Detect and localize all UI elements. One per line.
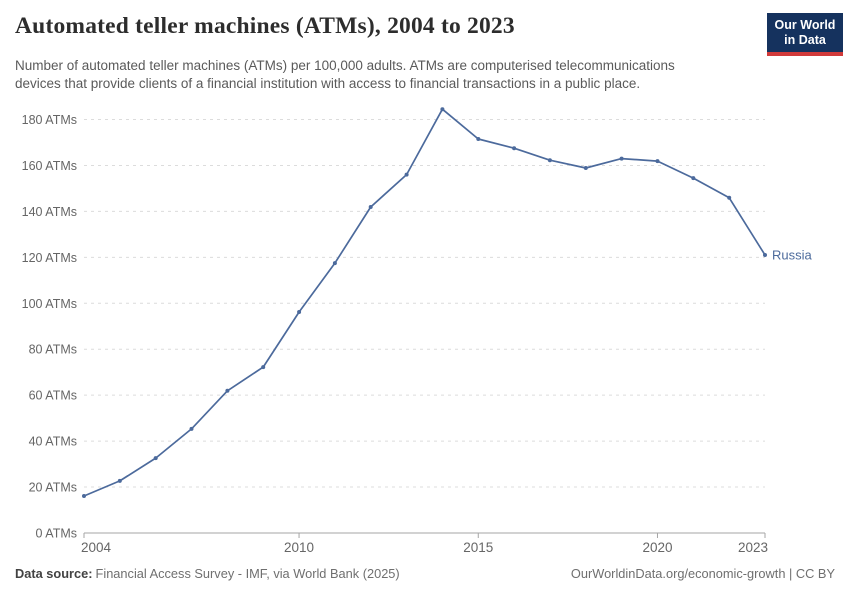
data-point[interactable] — [476, 137, 481, 141]
data-point[interactable] — [619, 156, 624, 161]
data-point[interactable] — [82, 494, 86, 498]
data-point[interactable] — [189, 426, 194, 431]
data-point[interactable] — [225, 388, 230, 393]
data-point[interactable] — [440, 107, 445, 112]
data-point[interactable] — [368, 205, 373, 209]
y-axis-tick-label: 80 ATMs — [29, 343, 77, 357]
y-axis-tick-label: 20 ATMs — [29, 481, 77, 495]
x-axis-tick-label: 2004 — [81, 540, 112, 555]
line-chart: 0 ATMs 20 ATMs 40 ATMs 60 ATMs 80 ATMs 100 AT… — [22, 107, 813, 555]
owid-logo-line1: Our World — [774, 18, 836, 32]
data-point[interactable] — [404, 172, 409, 177]
datasource-label: Data source: — [15, 566, 93, 581]
datasource-text: Financial Access Survey - IMF, via World… — [95, 566, 400, 581]
footer-credit-link[interactable]: OurWorldinData.org/economic-growth | CC … — [570, 566, 835, 581]
x-axis-tick-label: 2020 — [642, 540, 672, 555]
data-point[interactable] — [583, 166, 588, 170]
y-axis-tick-label: 0 ATMs — [36, 527, 77, 541]
chart-subtitle-line1: Number of automated teller machines (ATM… — [15, 58, 675, 73]
x-axis-tick-label: 2023 — [738, 540, 768, 555]
footer-datasource: Data source: Financial Access Survey - IM… — [15, 566, 400, 581]
data-point[interactable] — [153, 456, 158, 461]
data-point[interactable] — [261, 365, 266, 370]
x-axis-tick-label: 2010 — [284, 540, 314, 555]
data-point[interactable] — [117, 478, 122, 483]
data-point[interactable] — [691, 176, 696, 181]
data-point[interactable] — [655, 159, 660, 164]
y-axis-tick-label: 140 ATMs — [22, 205, 77, 219]
y-axis-tick-label: 120 ATMs — [22, 251, 77, 265]
data-point[interactable] — [547, 158, 552, 163]
data-point[interactable] — [727, 195, 732, 200]
russia-line-series[interactable] — [83, 108, 766, 497]
data-point[interactable] — [512, 146, 517, 151]
chart-subtitle: Number of automated teller machines (ATM… — [15, 57, 755, 92]
series-label-russia[interactable]: Russia — [772, 248, 813, 263]
owid-logo-line2: in Data — [784, 33, 826, 47]
owid-logo[interactable]: Our World in Data — [767, 13, 843, 56]
x-axis-tick-label: 2015 — [463, 540, 493, 555]
y-axis-tick-label: 40 ATMs — [29, 435, 77, 449]
y-axis-tick-label: 160 ATMs — [22, 159, 77, 173]
y-axis-tick-label: 180 ATMs — [22, 113, 77, 127]
chart-subtitle-line2: devices that provide clients of a financ… — [15, 75, 641, 91]
chart-title: Automated teller machines (ATMs), 2004 t… — [15, 13, 515, 39]
y-axis-tick-label: 60 ATMs — [29, 389, 77, 403]
data-point[interactable] — [297, 310, 302, 314]
data-point[interactable] — [332, 261, 337, 266]
y-axis-tick-label: 100 ATMs — [22, 297, 77, 311]
data-point[interactable] — [763, 253, 767, 257]
